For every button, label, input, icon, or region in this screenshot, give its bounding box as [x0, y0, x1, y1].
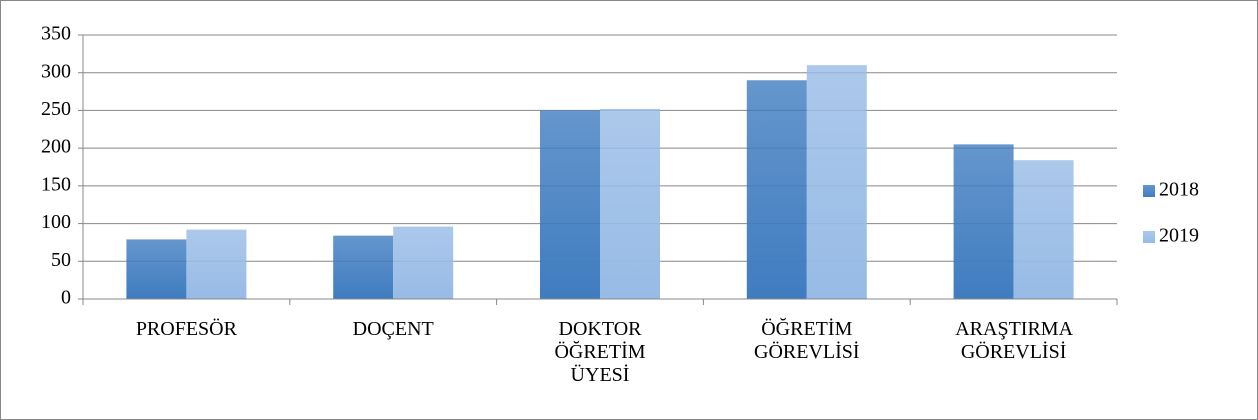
bar	[1013, 160, 1074, 299]
legend-label: 2019	[1159, 225, 1199, 247]
y-tick-label: 0	[61, 287, 71, 309]
y-tick-label: 100	[41, 211, 71, 233]
y-tick-label: 250	[41, 98, 71, 120]
y-tick-label: 350	[41, 23, 71, 45]
x-tick-label: ÖĞRETİM GÖREVLİSİ	[754, 318, 860, 363]
bar	[540, 110, 600, 299]
bar	[126, 239, 187, 299]
x-tick-label: ARAŞTIRMA GÖREVLİSİ	[955, 318, 1074, 363]
x-tick-label: PROFESÖR	[135, 318, 237, 340]
bar	[806, 65, 867, 300]
x-tick-label: DOÇENT	[352, 318, 434, 340]
legend-swatch	[1143, 185, 1155, 197]
bar	[746, 80, 807, 299]
bar	[186, 229, 247, 299]
y-tick-label: 300	[41, 60, 71, 82]
legend-label: 2018	[1159, 179, 1199, 201]
bar	[600, 108, 660, 299]
y-tick-label: 50	[51, 249, 71, 271]
y-tick-label: 200	[41, 136, 71, 158]
bar	[953, 144, 1014, 299]
y-tick-label: 150	[41, 173, 71, 195]
bar	[333, 235, 394, 299]
bar	[393, 226, 454, 299]
x-tick-label: DOKTOR ÖĞRETİM ÜYESİ	[554, 318, 646, 386]
legend-swatch	[1143, 231, 1155, 243]
